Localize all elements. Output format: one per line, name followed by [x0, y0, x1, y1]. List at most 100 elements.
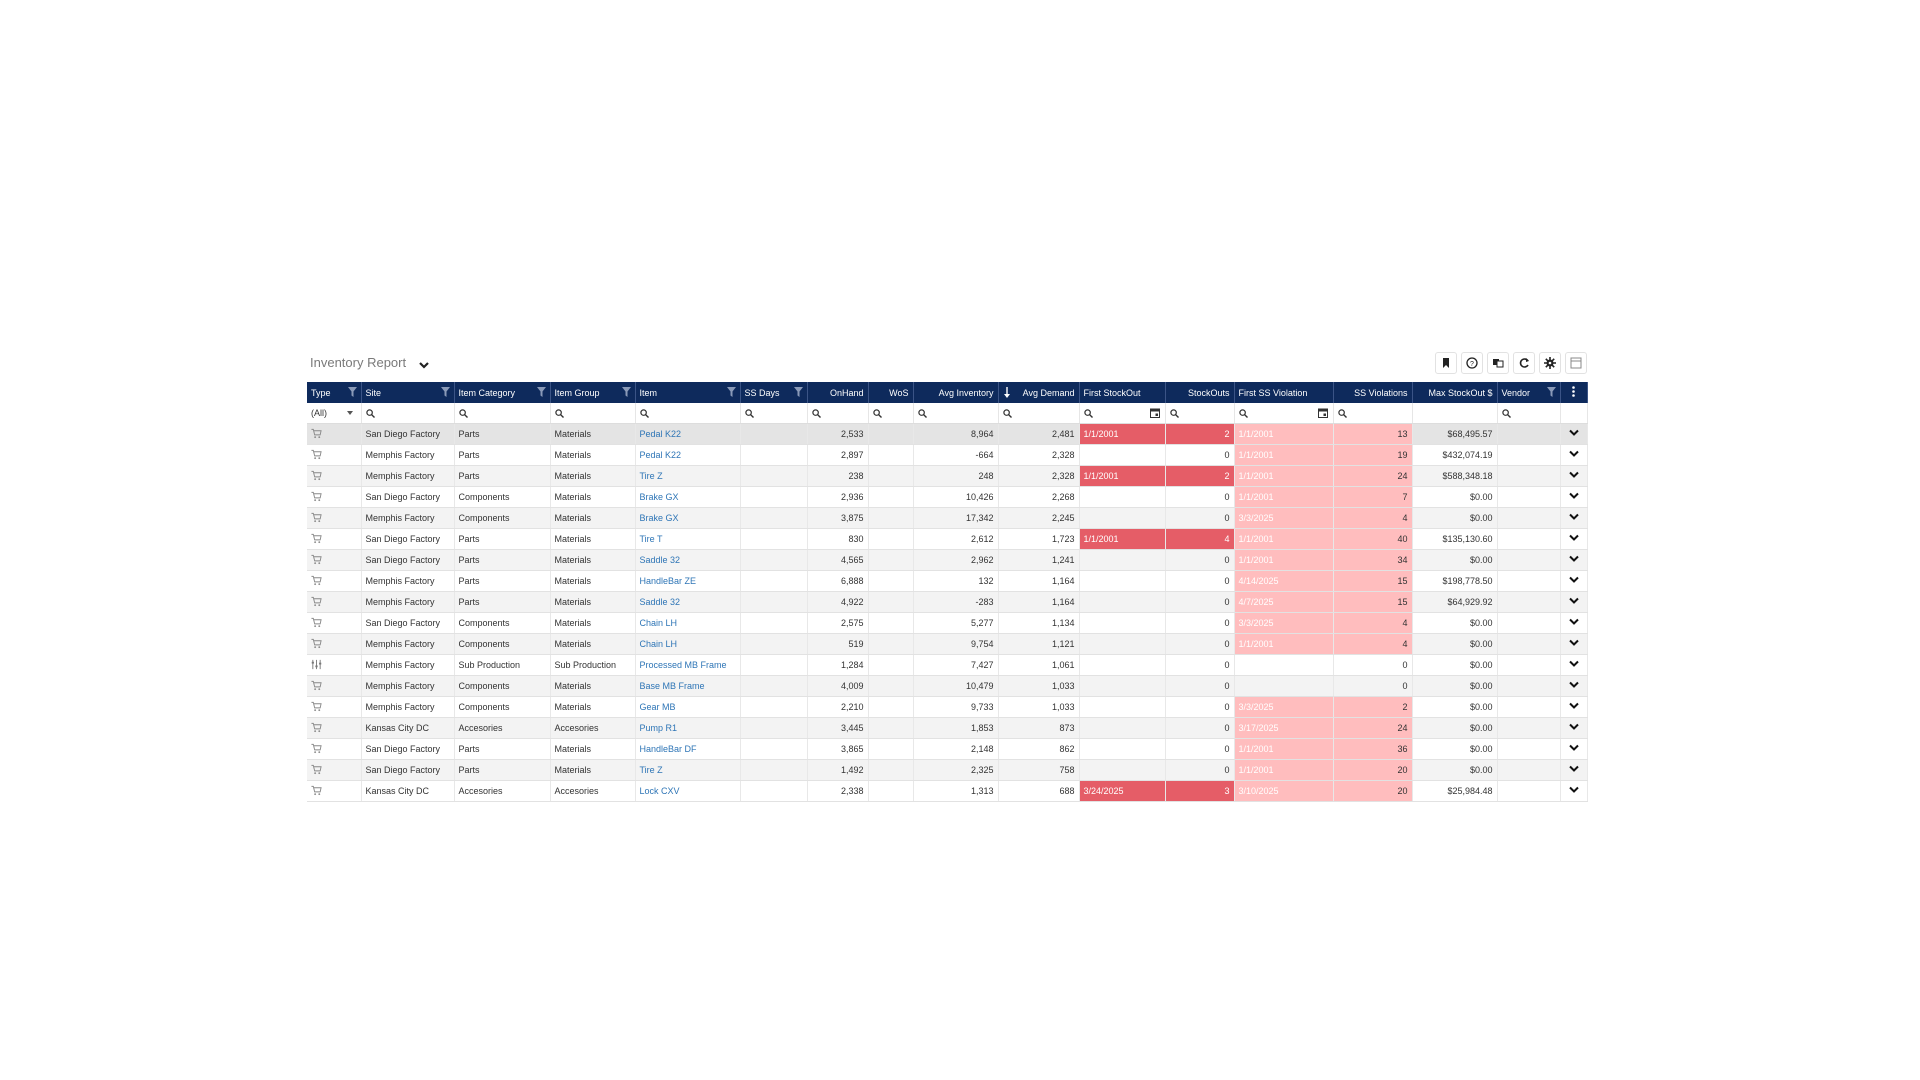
item-link[interactable]: HandleBar ZE [635, 570, 741, 592]
item-link[interactable]: Base MB Frame [635, 675, 741, 697]
expand-row-button[interactable] [1560, 717, 1588, 739]
filter-icon[interactable] [536, 387, 546, 397]
help-button[interactable]: ? [1461, 352, 1483, 374]
col-header-site[interactable]: Site [361, 382, 455, 403]
item-link[interactable]: Tire T [635, 528, 741, 550]
item-link[interactable]: Processed MB Frame [635, 654, 741, 676]
col-header-first-stockout[interactable]: First StockOut [1079, 382, 1166, 403]
col-header-stockouts[interactable]: StockOuts [1165, 382, 1235, 403]
col-header-item-group[interactable]: Item Group [550, 382, 636, 403]
table-row[interactable]: San Diego Factory Parts Materials Saddle 32… [307, 549, 1588, 571]
expand-row-button[interactable] [1560, 528, 1588, 550]
copy-button[interactable] [1487, 352, 1509, 374]
wos-filter-input[interactable] [868, 403, 914, 424]
col-header-onhand[interactable]: OnHand [807, 382, 869, 403]
table-row[interactable]: Memphis Factory Components Materials Chain … [307, 633, 1588, 655]
expand-row-button[interactable] [1560, 675, 1588, 697]
table-row[interactable]: Memphis Factory Parts Materials Tire Z 238 24… [307, 465, 1588, 487]
avg-demand-filter-input[interactable] [998, 403, 1080, 424]
expand-row-button[interactable] [1560, 654, 1588, 676]
chevron-down-icon[interactable] [417, 358, 431, 372]
table-row[interactable]: Memphis Factory Components Materials Brake … [307, 507, 1588, 529]
table-row[interactable]: Kansas City DC Accesories Accesories Lock C… [307, 780, 1588, 802]
layout-button[interactable] [1565, 352, 1587, 374]
col-header-ss-days[interactable]: SS Days [740, 382, 808, 403]
table-row[interactable]: Memphis Factory Parts Materials Pedal K22 2,… [307, 444, 1588, 466]
expand-row-button[interactable] [1560, 570, 1588, 592]
filter-icon[interactable] [1546, 387, 1556, 397]
expand-row-button[interactable] [1560, 591, 1588, 613]
item-filter-input[interactable] [635, 403, 741, 424]
filter-icon[interactable] [347, 387, 357, 397]
site-filter-input[interactable] [361, 403, 455, 424]
item-link[interactable]: Saddle 32 [635, 591, 741, 613]
item-category-filter-input[interactable] [454, 403, 551, 424]
table-row[interactable]: Memphis Factory Parts Materials Saddle 32 4,… [307, 591, 1588, 613]
item-link[interactable]: Lock CXV [635, 780, 741, 802]
item-link[interactable]: Pedal K22 [635, 444, 741, 466]
col-header-ss-violations[interactable]: SS Violations [1333, 382, 1413, 403]
filter-icon[interactable] [621, 387, 631, 397]
settings-button[interactable] [1539, 352, 1561, 374]
col-header-first-ss-violation[interactable]: First SS Violation [1234, 382, 1334, 403]
expand-row-button[interactable] [1560, 738, 1588, 760]
table-row[interactable]: Kansas City DC Accesories Accesories Pump R… [307, 717, 1588, 739]
table-row[interactable]: San Diego Factory Parts Materials Tire T 830… [307, 528, 1588, 550]
item-link[interactable]: Tire Z [635, 759, 741, 781]
expand-row-button[interactable] [1560, 507, 1588, 529]
expand-row-button[interactable] [1560, 696, 1588, 718]
expand-row-button[interactable] [1560, 444, 1588, 466]
item-link[interactable]: Gear MB [635, 696, 741, 718]
expand-row-button[interactable] [1560, 465, 1588, 487]
item-link[interactable]: Pump R1 [635, 717, 741, 739]
item-link[interactable]: Tire Z [635, 465, 741, 487]
filter-icon[interactable] [440, 387, 450, 397]
table-row[interactable]: Memphis Factory Sub Production Sub Product… [307, 654, 1588, 676]
vendor-filter-input[interactable] [1497, 403, 1561, 424]
calendar-icon[interactable] [1317, 408, 1328, 418]
calendar-icon[interactable] [1149, 408, 1160, 418]
table-row[interactable]: San Diego Factory Parts Materials Pedal K22… [307, 423, 1588, 445]
filter-icon[interactable] [793, 387, 803, 397]
col-header-vendor[interactable]: Vendor [1497, 382, 1561, 403]
col-header-avg-inventory[interactable]: Avg Inventory [913, 382, 999, 403]
col-header-wos[interactable]: WoS [868, 382, 914, 403]
expand-row-button[interactable] [1560, 633, 1588, 655]
onhand-filter-input[interactable] [807, 403, 869, 424]
col-header-item[interactable]: Item [635, 382, 741, 403]
item-link[interactable]: Brake GX [635, 486, 741, 508]
col-header-type[interactable]: Type [307, 382, 362, 403]
type-filter-select[interactable]: (All) [307, 403, 362, 424]
item-link[interactable]: Pedal K22 [635, 423, 741, 445]
table-row[interactable]: San Diego Factory Parts Materials Tire Z 1,4… [307, 759, 1588, 781]
table-row[interactable]: San Diego Factory Components Materials Chai… [307, 612, 1588, 634]
item-group-filter-input[interactable] [550, 403, 636, 424]
expand-row-button[interactable] [1560, 549, 1588, 571]
expand-row-button[interactable] [1560, 780, 1588, 802]
ss-days-filter-input[interactable] [740, 403, 808, 424]
first-stockout-filter-input[interactable] [1079, 403, 1166, 424]
refresh-button[interactable] [1513, 352, 1535, 374]
table-row[interactable]: Memphis Factory Components Materials Gear M… [307, 696, 1588, 718]
col-header-item-category[interactable]: Item Category [454, 382, 551, 403]
avg-inventory-filter-input[interactable] [913, 403, 999, 424]
item-link[interactable]: Saddle 32 [635, 549, 741, 571]
ss-violations-filter-input[interactable] [1333, 403, 1413, 424]
table-row[interactable]: San Diego Factory Components Materials Brak… [307, 486, 1588, 508]
item-link[interactable]: Chain LH [635, 633, 741, 655]
bookmark-button[interactable] [1435, 352, 1457, 374]
table-row[interactable]: San Diego Factory Parts Materials HandleBar… [307, 738, 1588, 760]
first-ss-violation-filter-input[interactable] [1234, 403, 1334, 424]
expand-row-button[interactable] [1560, 486, 1588, 508]
filter-icon[interactable] [726, 387, 736, 397]
table-row[interactable]: Memphis Factory Components Materials Base M… [307, 675, 1588, 697]
col-header-max-stockout[interactable]: Max StockOut $ [1412, 382, 1498, 403]
column-menu-button[interactable] [1560, 382, 1588, 403]
table-row[interactable]: Memphis Factory Parts Materials HandleBar Z… [307, 570, 1588, 592]
expand-row-button[interactable] [1560, 423, 1588, 445]
col-header-avg-demand[interactable]: Avg Demand [998, 382, 1080, 403]
expand-row-button[interactable] [1560, 612, 1588, 634]
item-link[interactable]: Chain LH [635, 612, 741, 634]
item-link[interactable]: HandleBar DF [635, 738, 741, 760]
stockouts-filter-input[interactable] [1165, 403, 1235, 424]
